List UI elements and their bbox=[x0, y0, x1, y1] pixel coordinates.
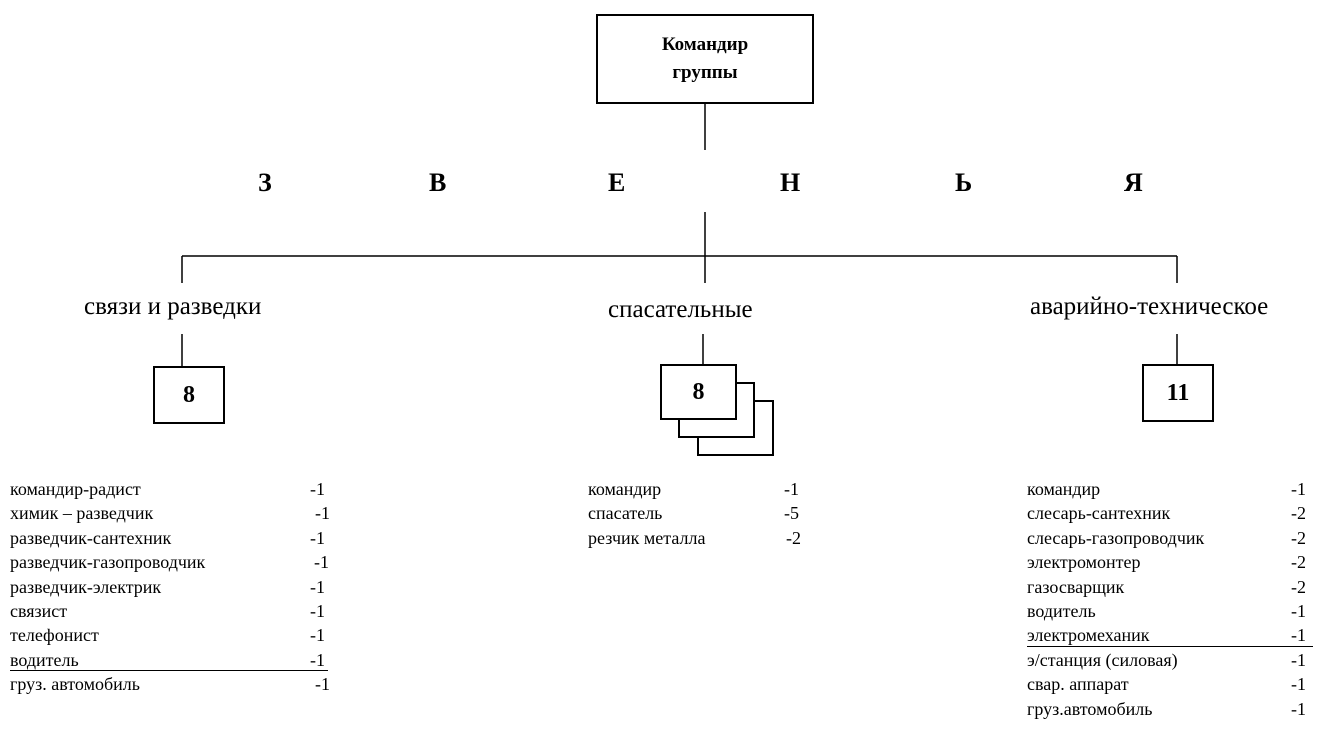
list-item: слесарь-газопроводчик -2 bbox=[1027, 526, 1319, 550]
member-qty: -1 bbox=[315, 674, 330, 695]
count-value: 8 bbox=[692, 378, 705, 405]
list-item: резчик металла -2 bbox=[588, 526, 818, 550]
list-item: свар. аппарат -1 bbox=[1027, 672, 1319, 696]
commander-subtitle: группы bbox=[672, 62, 738, 83]
member-qty: -2 bbox=[1291, 527, 1306, 548]
list-item: э/станция (силовая) -1 bbox=[1027, 648, 1319, 672]
member-role: разведчик-электрик bbox=[10, 576, 162, 597]
count-value: 8 bbox=[183, 381, 195, 408]
member-role: спасатель bbox=[588, 503, 663, 524]
count-value: 11 bbox=[1166, 379, 1190, 406]
list-item: разведчик-сантехник -1 bbox=[10, 526, 340, 550]
member-qty: -1 bbox=[314, 552, 329, 573]
list-item: электромеханик -1 bbox=[1027, 623, 1319, 648]
list-item: командир -1 bbox=[1027, 477, 1319, 501]
list-item: разведчик-электрик -1 bbox=[10, 575, 340, 599]
member-qty: -2 bbox=[1291, 503, 1306, 524]
member-list-emergency-technical: командир -1 слесарь-сантехник -2 слесарь-г… bbox=[1027, 477, 1319, 721]
member-qty: -1 bbox=[310, 576, 325, 597]
header-letter: Я bbox=[1124, 168, 1143, 197]
member-qty: -1 bbox=[315, 503, 330, 524]
member-role: свар. аппарат bbox=[1027, 674, 1129, 695]
member-list-communications: командир-радист -1 химик – разведчик -1 ра… bbox=[10, 477, 340, 697]
member-role: электромонтер bbox=[1027, 552, 1141, 573]
member-qty: -5 bbox=[784, 503, 799, 524]
member-qty: -2 bbox=[1291, 552, 1306, 573]
list-item: разведчик-газопроводчик -1 bbox=[10, 550, 340, 574]
member-role: груз.автомобиль bbox=[1027, 698, 1153, 719]
member-qty: -1 bbox=[1291, 649, 1306, 670]
count-box-communications: 8 bbox=[153, 366, 225, 424]
count-box-rescue: 8 bbox=[660, 364, 737, 420]
member-qty: -1 bbox=[1291, 698, 1306, 719]
commander-box: Командир группы bbox=[596, 14, 814, 104]
member-role: химик – разведчик bbox=[10, 503, 154, 524]
member-role: командир bbox=[1027, 479, 1101, 499]
list-item: водитель -1 bbox=[1027, 599, 1319, 623]
branch-title-rescue: спасательные bbox=[608, 296, 753, 323]
list-item: связист -1 bbox=[10, 599, 340, 623]
member-qty: -1 bbox=[310, 527, 325, 548]
member-role: груз. автомобиль bbox=[10, 674, 140, 695]
member-role: связист bbox=[10, 600, 68, 621]
member-role: электромеханик bbox=[1027, 625, 1150, 646]
member-role: резчик металла bbox=[588, 527, 706, 548]
list-item: химик – разведчик -1 bbox=[10, 501, 340, 525]
member-role: командир-радист bbox=[10, 479, 141, 499]
list-item: водитель -1 bbox=[10, 648, 340, 672]
member-role: телефонист bbox=[10, 625, 99, 646]
list-item: командир-радист -1 bbox=[10, 477, 340, 501]
list-item: командир -1 bbox=[588, 477, 818, 501]
member-qty: -1 bbox=[310, 600, 325, 621]
member-role: э/станция (силовая) bbox=[1027, 649, 1178, 670]
member-list-rescue: командир -1 спасатель -5 резчик металла -2 bbox=[588, 477, 818, 550]
header-letter: Ь bbox=[955, 168, 973, 197]
header-letter: З bbox=[258, 168, 272, 197]
list-item: груз.автомобиль -1 bbox=[1027, 697, 1319, 721]
member-role: разведчик-газопроводчик bbox=[10, 552, 206, 573]
member-role: командир bbox=[588, 479, 662, 499]
branch-title-communications: связи и разведки bbox=[84, 293, 262, 320]
member-qty: -1 bbox=[1291, 479, 1306, 499]
member-role: слесарь-газопроводчик bbox=[1027, 527, 1205, 548]
list-item: телефонист -1 bbox=[10, 623, 340, 647]
member-qty: -1 bbox=[310, 479, 325, 499]
list-item: груз. автомобиль -1 bbox=[10, 672, 340, 696]
header-letter: Е bbox=[608, 168, 626, 197]
member-qty: -2 bbox=[786, 527, 801, 548]
member-qty: -2 bbox=[1291, 576, 1306, 597]
member-role: слесарь-сантехник bbox=[1027, 503, 1171, 524]
member-qty: -1 bbox=[310, 649, 325, 670]
list-item: газосварщик -2 bbox=[1027, 575, 1319, 599]
header-letter: В bbox=[429, 168, 447, 197]
member-qty: -1 bbox=[310, 625, 325, 646]
count-box-emergency-technical: 11 bbox=[1142, 364, 1214, 422]
member-qty: -1 bbox=[784, 479, 799, 499]
member-qty: -1 bbox=[1291, 600, 1306, 621]
member-role: разведчик-сантехник bbox=[10, 527, 172, 548]
commander-title: Командир bbox=[661, 34, 749, 55]
member-qty: -1 bbox=[1291, 625, 1306, 646]
list-item: слесарь-сантехник -2 bbox=[1027, 501, 1319, 525]
member-qty: -1 bbox=[1291, 674, 1306, 695]
member-role: газосварщик bbox=[1027, 576, 1125, 597]
member-role: водитель bbox=[1027, 600, 1096, 621]
list-item: электромонтер -2 bbox=[1027, 550, 1319, 574]
branch-title-emergency-technical: аварийно-техническое bbox=[1030, 293, 1269, 320]
header-letter: Н bbox=[780, 168, 801, 197]
member-role: водитель bbox=[10, 649, 79, 670]
list-item: спасатель -5 bbox=[588, 501, 818, 525]
